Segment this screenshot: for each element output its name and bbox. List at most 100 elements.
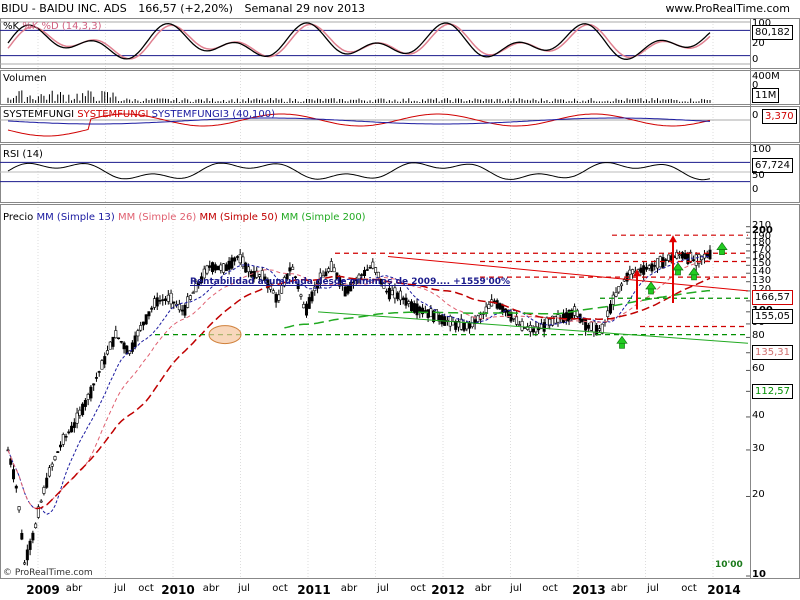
price-label: 166,57 (+2,20%) bbox=[138, 2, 233, 15]
ma26-label: MM (Simple 26) bbox=[117, 212, 197, 223]
systemfungi-title: SYSTEMFUNGI SYSTEMFUNGI SYSTEMFUNGI3 (40… bbox=[3, 109, 275, 120]
candle-body bbox=[304, 303, 308, 316]
price-tick: 140 bbox=[752, 266, 772, 278]
candle-body bbox=[432, 310, 436, 323]
x-axis-label: abr bbox=[340, 583, 358, 594]
candle-body bbox=[531, 328, 535, 333]
buy-signal-arrow bbox=[645, 281, 657, 290]
candle-body bbox=[9, 458, 13, 465]
x-axis-label: abr bbox=[610, 583, 628, 594]
price-tick: 180 bbox=[752, 237, 772, 249]
x-axis-label: 2010 bbox=[161, 583, 195, 597]
candle-body bbox=[169, 292, 173, 305]
candle-body bbox=[108, 341, 112, 350]
candle-body bbox=[56, 451, 60, 453]
x-axis-label: abr bbox=[65, 583, 83, 594]
candle-body bbox=[158, 300, 162, 302]
x-axis-label: 2012 bbox=[431, 583, 465, 597]
systemfungi-panel bbox=[0, 113, 750, 137]
candle-body bbox=[100, 360, 104, 370]
candle-body bbox=[592, 321, 596, 333]
ma-13-line bbox=[7, 255, 711, 515]
x-axis-label: jul bbox=[510, 583, 522, 594]
candle-body bbox=[476, 315, 480, 322]
candle-body bbox=[639, 267, 643, 273]
candle-body bbox=[545, 317, 549, 329]
candle-body bbox=[396, 292, 400, 300]
candle-body bbox=[429, 308, 433, 318]
candle-body bbox=[617, 286, 621, 293]
systemfungi3-line bbox=[7, 117, 711, 125]
panel-frame bbox=[0, 18, 800, 69]
rsi-tick-0: 0 bbox=[752, 184, 759, 195]
candle-body bbox=[180, 309, 184, 312]
rsi-line bbox=[7, 162, 711, 181]
candle-body bbox=[689, 251, 693, 263]
chart-header: BIDU - BAIDU INC. ADS 166,57 (+2,20%) Se… bbox=[1, 2, 373, 16]
stoch-label: %K %D (14,3,3) bbox=[22, 21, 102, 32]
candle-body bbox=[89, 386, 93, 399]
candle-body bbox=[302, 304, 306, 309]
candle-body bbox=[271, 290, 275, 294]
candle-body bbox=[655, 258, 659, 269]
candle-body bbox=[683, 253, 687, 260]
candle-body bbox=[97, 371, 101, 373]
brand-label[interactable]: www.ProRealTime.com bbox=[665, 2, 790, 15]
candle-body bbox=[517, 324, 521, 326]
candle-body bbox=[199, 276, 203, 283]
candle-body bbox=[216, 265, 220, 271]
candle-body bbox=[36, 506, 40, 518]
candle-body bbox=[241, 256, 245, 267]
candle-body bbox=[667, 254, 671, 261]
candle-body bbox=[589, 321, 593, 331]
candle-body bbox=[542, 322, 546, 332]
resistance-trendline bbox=[387, 255, 749, 292]
candle-body bbox=[606, 310, 610, 317]
x-axis-label: abr bbox=[202, 583, 220, 594]
candle-body bbox=[553, 316, 557, 324]
panel-frame bbox=[0, 144, 800, 203]
candle-body bbox=[321, 275, 325, 278]
moving-averages bbox=[7, 255, 711, 515]
candle-body bbox=[23, 562, 27, 565]
candle-body bbox=[219, 264, 223, 271]
candle-body bbox=[94, 377, 98, 379]
candle-body bbox=[213, 264, 217, 271]
price-tick: 160 bbox=[752, 250, 772, 262]
candle-body bbox=[691, 259, 695, 261]
price-tick: 170 bbox=[752, 243, 772, 255]
candle-body bbox=[644, 266, 648, 270]
candle-body bbox=[468, 322, 472, 329]
candle-body bbox=[332, 267, 336, 273]
candle-body bbox=[346, 285, 350, 294]
price-tick: 120 bbox=[752, 284, 771, 295]
price-value-box: 166,57 bbox=[752, 290, 793, 305]
volume-value: 11M bbox=[752, 88, 780, 103]
candle-body bbox=[222, 263, 226, 273]
candle-body bbox=[188, 295, 192, 300]
x-axis-label: abr bbox=[474, 583, 492, 594]
candle-body bbox=[498, 303, 502, 310]
price-tick: 150 bbox=[752, 258, 772, 270]
candle-body bbox=[564, 312, 568, 322]
ma13-value-box: 155,05 bbox=[752, 309, 793, 324]
candle-body bbox=[310, 291, 314, 302]
x-axis-label: 2014 bbox=[707, 583, 741, 597]
x-axis-label: 2009 bbox=[26, 583, 60, 597]
candle-body bbox=[459, 318, 463, 330]
buy-signal-arrow bbox=[716, 241, 728, 250]
ma50-label: MM (Simple 50) bbox=[199, 212, 278, 223]
buy-signal-arrow-stem bbox=[619, 342, 625, 349]
candle-body bbox=[661, 257, 665, 269]
price-tick: 40 bbox=[752, 409, 765, 421]
ma50-value-box: 112,57 bbox=[752, 384, 793, 399]
candle-body bbox=[105, 350, 109, 355]
candle-body bbox=[274, 294, 278, 303]
candle-body bbox=[528, 325, 532, 332]
x-axis-label: 2013 bbox=[572, 583, 606, 597]
candle-body bbox=[390, 290, 394, 296]
candle-body bbox=[53, 456, 57, 461]
sys-value: 3,370 bbox=[762, 109, 797, 124]
candle-body bbox=[34, 523, 38, 529]
candle-body bbox=[465, 322, 469, 330]
